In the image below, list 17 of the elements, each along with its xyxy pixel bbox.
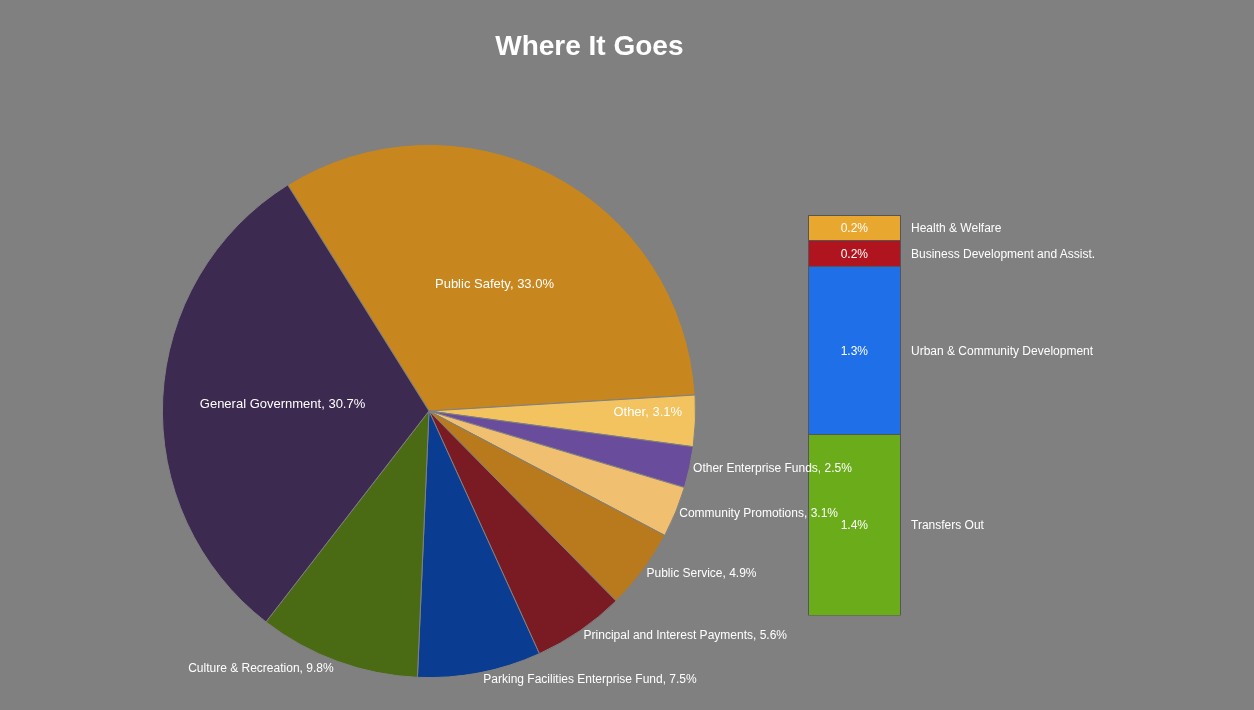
slice-label: Community Promotions, 3.1%: [679, 505, 839, 520]
series-label: Health & Welfare: [911, 221, 1002, 235]
data-label: 0.2%: [840, 221, 869, 235]
slice-label: Other, 3.1%: [613, 403, 683, 419]
slice-label: General Government, 30.7%: [199, 396, 366, 412]
slice-label: Parking Facilities Enterprise Fund, 7.5%: [483, 672, 698, 687]
data-label: 0.2%: [840, 246, 869, 261]
slice-label: Culture & Recreation, 9.8%: [188, 660, 334, 675]
slice-label: Principal and Interest Payments, 5.6%: [583, 628, 788, 643]
data-label: 1.3%: [840, 343, 869, 358]
slice-label: Public Safety, 33.0%: [434, 276, 555, 292]
series-label: Urban & Community Development: [911, 344, 1094, 358]
chart-title: Where It Goes: [495, 30, 684, 62]
data-label: 1.4%: [840, 518, 869, 533]
slice-label: Public Service, 4.9%: [646, 565, 757, 580]
series-label: Business Development and Assist.: [911, 247, 1096, 261]
series-label: Transfers Out: [911, 518, 985, 532]
